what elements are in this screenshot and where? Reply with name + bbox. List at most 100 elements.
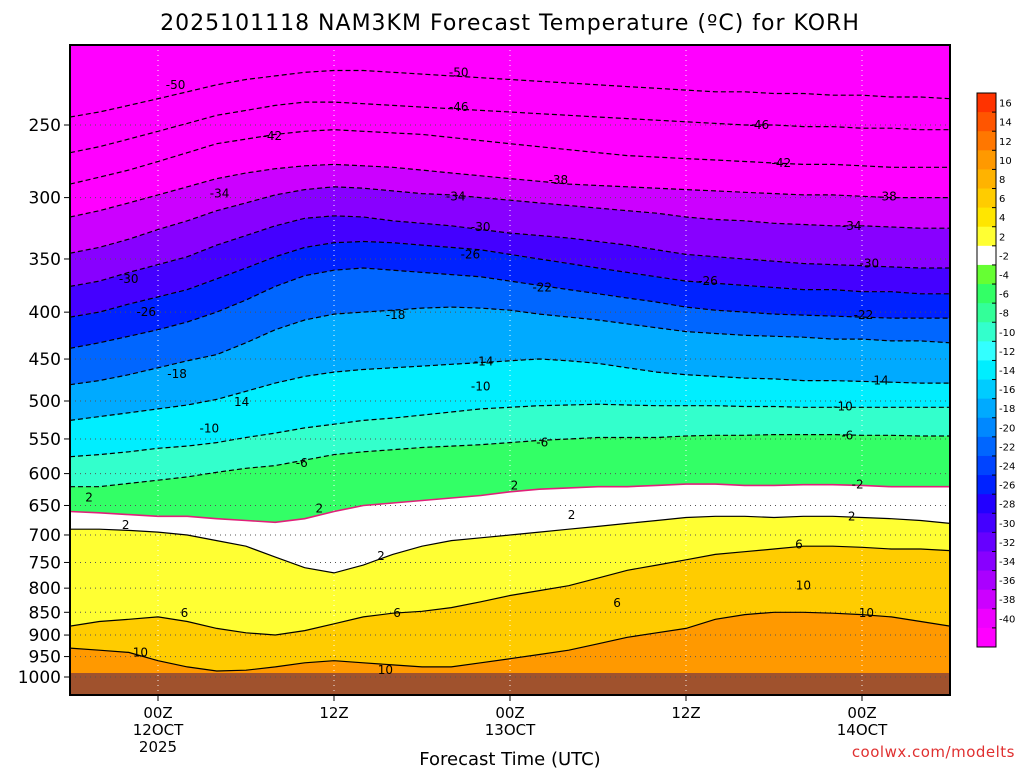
x-tick-label: 2025	[139, 738, 177, 756]
colorbar-swatch	[977, 475, 996, 495]
colorbar-label: -38	[999, 595, 1015, 606]
colorbar-label: 16	[999, 99, 1012, 110]
x-tick-label: 12Z	[671, 704, 700, 722]
contour-label: -42	[772, 156, 792, 170]
contour-label: -46	[449, 100, 469, 114]
contour-label: 2	[568, 508, 576, 522]
contour-label: -26	[136, 305, 156, 319]
colorbar-label: -28	[999, 500, 1015, 511]
contour-label: -38	[549, 173, 569, 187]
y-tick-label: 700	[29, 526, 61, 546]
colorbar-swatch	[977, 226, 996, 247]
isotherm-line--46	[70, 101, 950, 154]
colorbar-label: -4	[999, 270, 1009, 281]
isotherm-line--34	[70, 186, 950, 254]
colorbar-swatch	[977, 436, 996, 457]
contour-label: -30	[471, 220, 491, 234]
temperature-band	[70, 129, 950, 217]
x-tick-label: 14OCT	[837, 721, 888, 739]
isotherm-line-10	[70, 611, 950, 672]
contour-label: -2	[852, 478, 864, 492]
contour-label: -26	[461, 247, 481, 261]
isotherm-line--26	[70, 240, 950, 318]
y-tick-label: 550	[29, 430, 61, 450]
isotherm-line--22	[70, 267, 950, 349]
colorbar-label: -6	[999, 290, 1009, 301]
colorbar-label: 14	[999, 118, 1012, 129]
isotherm-lines	[70, 69, 950, 672]
temperature-band	[70, 268, 950, 385]
colorbar-swatch	[977, 570, 996, 591]
contour-label: 10	[133, 645, 148, 659]
contour-label: -18	[386, 308, 406, 322]
y-tick-label: 500	[29, 392, 61, 412]
plot-area	[70, 45, 950, 695]
colorbar-frame	[976, 92, 997, 648]
contour-label: 14	[873, 374, 888, 388]
colorbar-swatch	[977, 417, 996, 438]
colorbar-swatch	[977, 207, 996, 228]
temperature-band	[70, 70, 950, 153]
contour-label: -38	[877, 189, 897, 203]
contour-label: 10	[378, 663, 393, 677]
colorbar-label: 10	[999, 156, 1012, 167]
colorbar-swatch	[977, 398, 996, 419]
contour-label: 2	[848, 509, 856, 523]
y-tick-label: 800	[29, 579, 61, 599]
colorbar-label: 4	[999, 213, 1005, 224]
colorbar-swatch	[977, 93, 996, 113]
contour-label: 2	[511, 478, 519, 492]
ground-fill	[70, 672, 950, 695]
credit-text: coolwx.com/modelts	[852, 743, 1015, 761]
x-tick-label: 00Z	[847, 704, 876, 722]
temperature-band	[70, 359, 950, 457]
temperature-band	[70, 164, 950, 254]
chart-title: 2025101118 NAM3KM Forecast Temperature (…	[160, 11, 860, 36]
contour-label: -14	[474, 355, 494, 369]
colorbar-swatch	[977, 455, 996, 476]
colorbar-swatch	[977, 627, 996, 648]
colorbar-label: -22	[999, 442, 1015, 453]
contour-label: -34	[210, 187, 230, 201]
colorbar-swatch	[977, 532, 996, 552]
colorbar-label: -32	[999, 538, 1015, 549]
colorbar-label: -30	[999, 519, 1015, 530]
temperature-band	[70, 186, 950, 287]
contour-label: 14	[234, 395, 249, 409]
isotherm-line--6	[70, 434, 950, 488]
temperature-band	[70, 215, 950, 318]
colorbar-label: -14	[999, 366, 1015, 377]
temperature-band	[70, 307, 950, 421]
contour-label: 2	[377, 549, 385, 563]
colorbar-swatch	[977, 131, 996, 151]
contour-label: -34	[842, 219, 862, 233]
contour-label: -34	[446, 189, 466, 203]
colorbar-swatch	[977, 360, 996, 380]
contour-label: -42	[263, 129, 283, 143]
contour-label: -22	[854, 308, 874, 322]
x-axis-label: Forecast Time (UTC)	[419, 749, 600, 768]
colorbar-label: -34	[999, 557, 1015, 568]
colorbar-label: -24	[999, 462, 1015, 473]
temperature-band	[70, 45, 950, 117]
contour-label: 2	[85, 490, 93, 504]
y-tick-label: 600	[29, 465, 61, 485]
y-tick-label: 900	[29, 626, 61, 646]
x-tick-label: 12Z	[319, 704, 348, 722]
contour-label: 6	[613, 596, 621, 610]
colorbar-swatch	[977, 169, 996, 189]
y-tick-label: 850	[29, 603, 61, 623]
contour-label: 6	[795, 538, 803, 552]
contour-label: 10	[859, 606, 874, 620]
y-tick-label: 1000	[18, 668, 61, 688]
colorbar-label: -18	[999, 404, 1015, 415]
colorbar-swatch	[977, 551, 996, 571]
colorbar-swatch	[977, 341, 996, 361]
colorbar-label: -8	[999, 309, 1009, 320]
temperature-band	[70, 102, 950, 185]
contour-label: -6	[536, 436, 548, 450]
colorbar-swatch	[977, 188, 996, 209]
colorbar-label: -2	[999, 251, 1009, 262]
isotherm-line--38	[70, 163, 950, 218]
